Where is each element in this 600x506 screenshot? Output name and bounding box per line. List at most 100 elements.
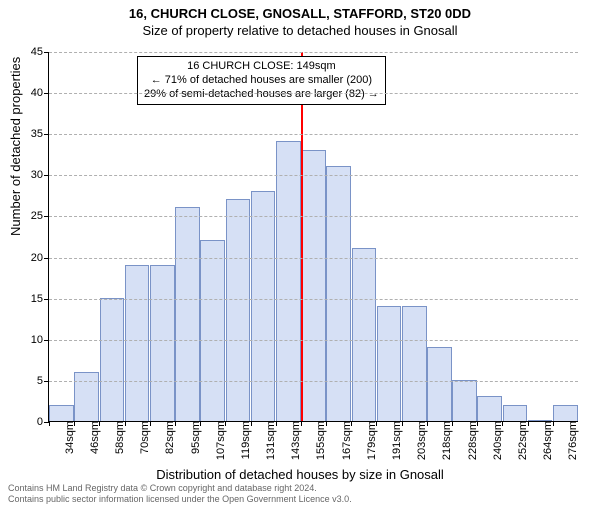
bar-slot: 58sqm	[99, 52, 124, 421]
histogram-bar	[175, 207, 200, 421]
bar-slot: 155sqm	[301, 52, 326, 421]
reference-line	[301, 52, 303, 421]
bar-slot: 228sqm	[452, 52, 477, 421]
x-tick-mark	[74, 421, 75, 426]
x-tick-label: 179sqm	[360, 421, 378, 460]
bar-slot: 46sqm	[74, 52, 99, 421]
x-tick-label: 82sqm	[158, 421, 176, 454]
histogram-bar	[276, 141, 301, 421]
y-tick-label: 45	[31, 46, 49, 58]
bar-slot: 70sqm	[125, 52, 150, 421]
y-tick-label: 25	[31, 210, 49, 222]
x-tick-label: 119sqm	[234, 421, 252, 459]
y-tick-label: 0	[37, 416, 49, 428]
histogram-bar	[553, 405, 578, 421]
x-tick-label: 143sqm	[284, 421, 302, 460]
histogram-bar	[402, 306, 427, 421]
histogram-bar	[452, 380, 477, 421]
histogram-bar	[150, 265, 175, 421]
x-tick-label: 131sqm	[259, 421, 277, 460]
x-tick-mark	[150, 421, 151, 426]
y-tick-label: 15	[31, 293, 49, 305]
page-title: 16, CHURCH CLOSE, GNOSALL, STAFFORD, ST2…	[0, 6, 600, 21]
bar-slot: 276sqm	[553, 52, 578, 421]
bar-slot: 203sqm	[402, 52, 427, 421]
grid-line	[49, 175, 578, 176]
x-tick-label: 70sqm	[133, 421, 151, 454]
y-tick-label: 5	[37, 375, 49, 387]
x-axis-label: Distribution of detached houses by size …	[0, 467, 600, 482]
x-tick-label: 228sqm	[461, 421, 479, 460]
x-tick-mark	[326, 421, 327, 426]
histogram-bar	[125, 265, 150, 421]
y-tick-label: 35	[31, 128, 49, 140]
bar-slot: 143sqm	[276, 52, 301, 421]
y-tick-label: 30	[31, 169, 49, 181]
annotation-box: 16 CHURCH CLOSE: 149sqm ← 71% of detache…	[137, 56, 386, 105]
x-tick-label: 276sqm	[561, 421, 579, 460]
x-tick-mark	[251, 421, 252, 426]
histogram-bar	[251, 191, 276, 421]
bar-slot: 82sqm	[150, 52, 175, 421]
x-tick-mark	[225, 421, 226, 426]
bar-slot: 218sqm	[427, 52, 452, 421]
grid-line	[49, 93, 578, 94]
bar-slot: 95sqm	[175, 52, 200, 421]
histogram-bar	[200, 240, 225, 421]
bar-slot: 179sqm	[351, 52, 376, 421]
y-tick-label: 20	[31, 252, 49, 264]
x-tick-label: 58sqm	[108, 421, 126, 454]
annotation-line-3: 29% of semi-detached houses are larger (…	[144, 88, 379, 102]
x-tick-mark	[276, 421, 277, 426]
x-tick-label: 264sqm	[536, 421, 554, 460]
histogram-bar	[74, 372, 99, 421]
x-tick-mark	[351, 421, 352, 426]
bar-slot: 191sqm	[376, 52, 401, 421]
bar-container: 34sqm46sqm58sqm70sqm82sqm95sqm107sqm119s…	[49, 52, 578, 421]
x-tick-label: 107sqm	[209, 421, 227, 460]
grid-line	[49, 52, 578, 53]
y-tick-label: 40	[31, 87, 49, 99]
x-tick-mark	[477, 421, 478, 426]
bar-slot: 264sqm	[528, 52, 553, 421]
x-tick-mark	[528, 421, 529, 426]
annotation-line-1: 16 CHURCH CLOSE: 149sqm	[144, 60, 379, 74]
footer-line-2: Contains public sector information licen…	[8, 494, 592, 504]
plot-area: 34sqm46sqm58sqm70sqm82sqm95sqm107sqm119s…	[48, 52, 578, 422]
x-tick-label: 203sqm	[410, 421, 428, 460]
histogram-bar	[49, 405, 74, 421]
grid-line	[49, 381, 578, 382]
x-tick-mark	[200, 421, 201, 426]
x-tick-label: 46sqm	[83, 421, 101, 454]
histogram-bar	[503, 405, 528, 421]
x-tick-label: 167sqm	[335, 421, 353, 460]
bar-slot: 131sqm	[251, 52, 276, 421]
histogram-bar	[226, 199, 251, 421]
grid-line	[49, 299, 578, 300]
y-axis-label: Number of detached properties	[8, 57, 23, 236]
histogram-bar	[477, 396, 502, 421]
x-tick-label: 240sqm	[486, 421, 504, 460]
x-tick-mark	[49, 421, 50, 426]
bar-slot: 240sqm	[477, 52, 502, 421]
x-tick-mark	[452, 421, 453, 426]
grid-line	[49, 134, 578, 135]
footer-line-1: Contains HM Land Registry data © Crown c…	[8, 483, 592, 493]
footer-attribution: Contains HM Land Registry data © Crown c…	[8, 483, 592, 504]
histogram-bar	[377, 306, 402, 421]
bar-slot: 34sqm	[49, 52, 74, 421]
y-tick-label: 10	[31, 334, 49, 346]
x-tick-mark	[175, 421, 176, 426]
x-tick-label: 191sqm	[385, 421, 403, 460]
bar-slot: 119sqm	[225, 52, 250, 421]
page-subtitle: Size of property relative to detached ho…	[0, 23, 600, 38]
x-tick-mark	[427, 421, 428, 426]
x-tick-mark	[376, 421, 377, 426]
histogram-bar	[100, 298, 125, 421]
grid-line	[49, 216, 578, 217]
x-tick-mark	[553, 421, 554, 426]
grid-line	[49, 340, 578, 341]
histogram-chart: 34sqm46sqm58sqm70sqm82sqm95sqm107sqm119s…	[48, 52, 578, 422]
x-tick-label: 155sqm	[309, 421, 327, 460]
x-tick-mark	[502, 421, 503, 426]
